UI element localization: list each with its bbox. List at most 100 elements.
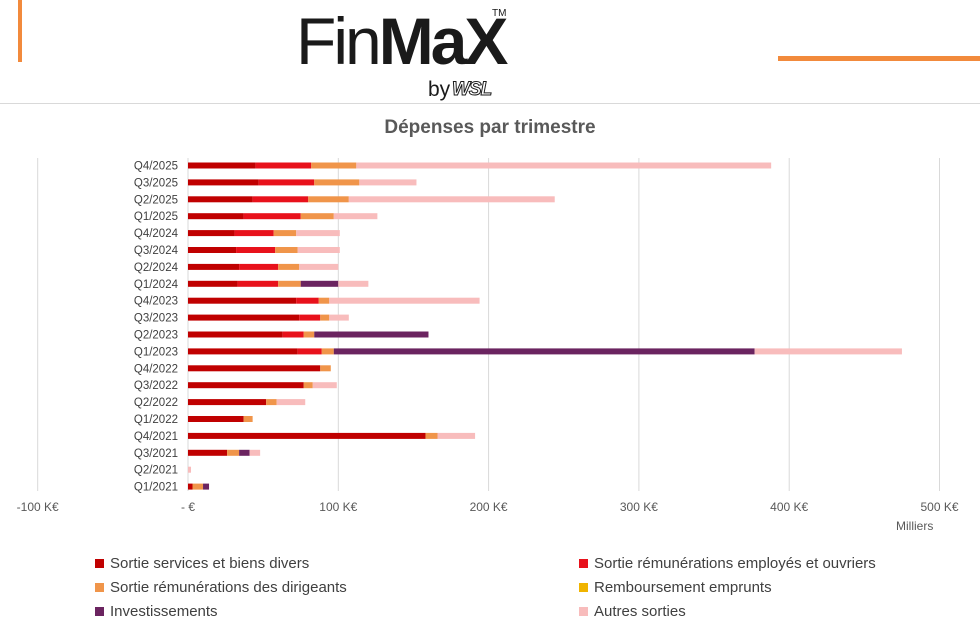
bar-segment: [273, 230, 297, 237]
accent-bar-left: [18, 0, 22, 62]
bar-segment: [308, 196, 349, 203]
bar-segment: [236, 247, 276, 253]
y-tick-label: Q2/2023: [134, 330, 178, 342]
bar-segment: [275, 247, 298, 253]
y-tick-label: Q3/2021: [134, 448, 178, 460]
bar-segment: [312, 382, 337, 389]
legend-label: Investissements: [110, 602, 218, 620]
bar-segment: [314, 331, 429, 338]
bar-segment: [188, 196, 253, 203]
bar-segment: [318, 297, 330, 304]
bar-segment: [300, 213, 334, 220]
bar-segment: [188, 432, 426, 439]
bar-segment: [243, 416, 253, 422]
bar-segment: [188, 466, 192, 473]
bar-segment: [188, 179, 259, 186]
y-tick-label: Q1/2021: [134, 482, 178, 494]
bar-segment: [188, 382, 304, 389]
bar-segment: [356, 162, 772, 169]
bar-segment: [303, 382, 313, 389]
legend-label: Sortie services et biens divers: [110, 554, 310, 572]
bar-segment: [303, 331, 315, 338]
bar-segment: [188, 247, 237, 253]
bar-segment: [296, 230, 340, 237]
bar-segment: [227, 449, 240, 456]
bar-segment: [258, 179, 315, 186]
bar-segment: [333, 348, 755, 355]
bar-segment: [249, 449, 261, 456]
bar-segment: [188, 331, 283, 338]
bar-segment: [754, 348, 902, 355]
header: FinMaX TM by WSL: [0, 0, 980, 104]
x-tick-label: - €: [181, 500, 195, 514]
x-tick-label: 400 K€: [770, 500, 808, 514]
y-tick-label: Q3/2024: [134, 245, 179, 257]
bar-segment: [300, 280, 339, 287]
logo-wordmark-fin: Fin: [296, 4, 382, 78]
chart-title: Dépenses par trimestre: [384, 117, 596, 138]
y-tick-label: Q3/2023: [134, 313, 178, 325]
bar-segment: [203, 483, 210, 490]
legend-label: Autres sorties: [594, 602, 686, 620]
bar-segment: [252, 196, 309, 203]
y-tick-label: Q1/2022: [134, 414, 178, 426]
y-tick-label: Q4/2021: [134, 431, 178, 443]
bar-segment: [276, 399, 306, 406]
legend-item: Remboursement emprunts: [579, 577, 772, 597]
legend-item: Investissements: [95, 601, 218, 621]
legend-swatch: [579, 606, 588, 616]
y-tick-label: Q2/2021: [134, 465, 178, 477]
bar-segment: [188, 230, 235, 237]
legend-label: Sortie rémunérations des dirigeants: [110, 578, 347, 596]
x-tick-label: -100 K€: [17, 500, 59, 514]
bar-segment: [278, 280, 301, 287]
bar-segment: [296, 297, 319, 304]
bar-segment: [239, 263, 279, 270]
bar-segment: [188, 416, 244, 422]
y-tick-label: Q1/2023: [134, 346, 178, 358]
logo-wordmark: FinMaX: [296, 8, 508, 74]
bar-segment: [188, 263, 240, 270]
bar-segment: [192, 483, 204, 490]
bar-segment: [237, 280, 279, 287]
bar-segment: [348, 196, 555, 203]
bar-segment: [437, 432, 476, 439]
x-tick-label: 500 K€: [920, 500, 958, 514]
legend-label: Remboursement emprunts: [594, 578, 772, 596]
bar-segment: [320, 365, 331, 372]
accent-bar-right: [778, 56, 980, 61]
bar-segment: [299, 263, 339, 270]
bar-segment: [243, 213, 301, 220]
bar-segment: [239, 449, 250, 456]
y-tick-label: Q4/2024: [134, 228, 179, 240]
legend-item: Sortie rémunérations employés et ouvrier…: [579, 553, 876, 573]
bar-segment: [188, 297, 297, 304]
bar-segment: [314, 179, 360, 186]
y-tick-label: Q3/2025: [134, 177, 178, 189]
y-tick-label: Q2/2025: [134, 194, 178, 206]
y-tick-label: Q4/2025: [134, 161, 178, 173]
logo-wsl: WSL: [451, 79, 492, 101]
bar-segment: [329, 297, 480, 304]
bar-segment: [320, 314, 330, 321]
bar-segment: [188, 399, 267, 406]
legend-swatch: [579, 558, 588, 568]
legend-item: Autres sorties: [579, 601, 686, 621]
units-label: Milliers: [896, 519, 934, 533]
bar-segment: [188, 348, 298, 355]
bar-segment: [333, 213, 378, 220]
bar-segment: [329, 314, 349, 321]
legend-label: Sortie rémunérations employés et ouvrier…: [594, 554, 876, 572]
stacked-bar-chart: -100 K€ - € 100 K€ 200 K€ 300 K€ 400 K€ 500 K€…: [17, 158, 959, 514]
bar-segment: [297, 348, 322, 355]
y-tick-label: Q4/2023: [134, 296, 178, 308]
x-tick-label: 200 K€: [470, 500, 508, 514]
y-tick-label: Q2/2022: [134, 397, 178, 409]
bar-segment: [282, 331, 304, 338]
bar-segment: [188, 449, 228, 456]
y-tick-label: Q3/2022: [134, 380, 178, 392]
logo-by: by: [428, 78, 451, 101]
bar-segment: [188, 280, 238, 287]
bar-segment: [188, 162, 256, 169]
bar-segment: [234, 230, 274, 237]
